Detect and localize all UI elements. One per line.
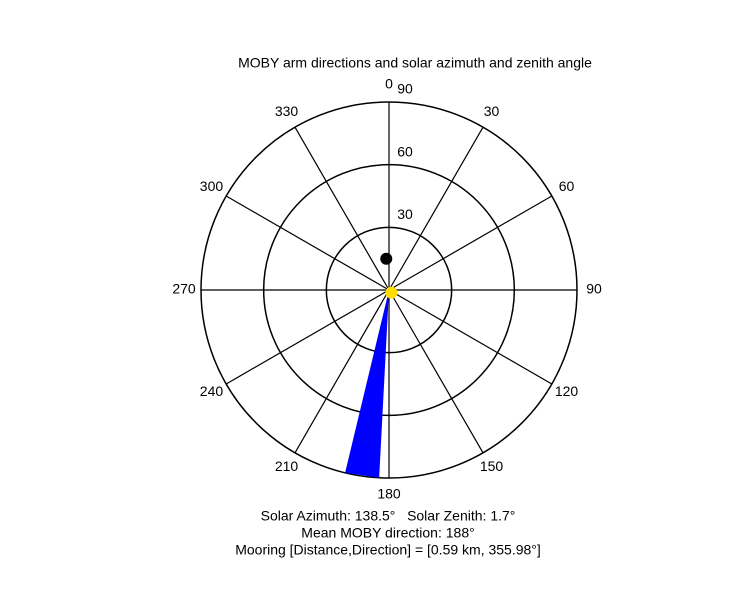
theta-tick-label: 210 [275, 458, 299, 474]
theta-tick-label: 0 [385, 76, 393, 92]
r-tick-label: 90 [397, 81, 413, 97]
theta-spoke [225, 289, 390, 385]
theta-tick-label: 270 [172, 281, 196, 297]
point [380, 252, 393, 265]
theta-tick-label: 330 [275, 103, 299, 119]
r-tick-label: 60 [397, 143, 413, 159]
theta-spoke [294, 289, 390, 454]
theta-tick-label: 120 [555, 383, 579, 399]
theta-spoke [388, 195, 553, 291]
theta-tick-label: 30 [484, 103, 500, 119]
theta-spoke [225, 195, 390, 291]
theta-tick-label: 60 [559, 178, 575, 194]
theta-spoke [294, 126, 390, 291]
theta-tick-label: 180 [377, 486, 401, 502]
annotation: Mean MOBY direction: 188° [301, 525, 474, 541]
annotation: Solar Azimuth: 138.5° Solar Zenith: 1.7° [261, 508, 516, 524]
annotation: Mooring [Distance,Direction] = [0.59 km,… [235, 542, 541, 558]
arm-wedge [345, 290, 389, 478]
theta-tick-label: 90 [586, 281, 602, 297]
r-tick-label: 30 [397, 206, 413, 222]
theta-spoke [388, 289, 553, 385]
theta-tick-label: 300 [200, 178, 224, 194]
chart-title: MOBY arm directions and solar azimuth an… [238, 55, 592, 71]
theta-tick-label: 150 [480, 458, 504, 474]
theta-spoke [388, 126, 484, 291]
theta-spoke [388, 289, 484, 454]
point [385, 286, 398, 299]
theta-tick-label: 240 [200, 383, 224, 399]
